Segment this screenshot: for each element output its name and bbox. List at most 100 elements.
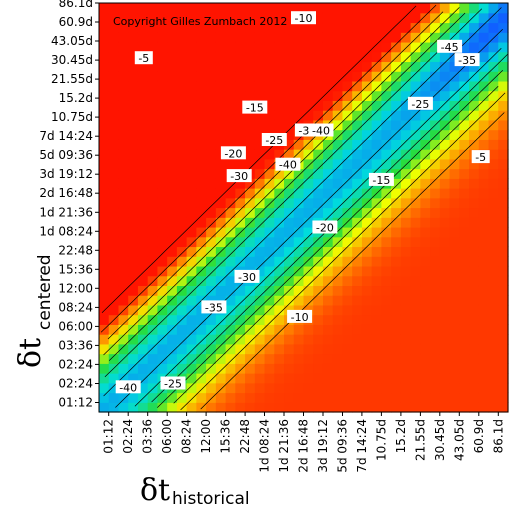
heatmap-cell [108,392,120,403]
heatmap-cell [186,90,197,101]
heatmap-cell [284,110,295,121]
heatmap-cell [342,100,353,111]
heatmap-cell [430,51,441,63]
heatmap-cell [391,119,402,131]
heatmap-cell [284,139,295,150]
heatmap-cell [157,12,168,24]
heatmap-cell [274,275,285,287]
heatmap-cell [176,334,188,345]
heatmap-cell [157,246,168,257]
heatmap-cell [313,188,324,199]
heatmap-cell [352,51,363,63]
heatmap-cell [449,149,460,160]
heatmap-cell [381,343,392,355]
x-tick-label: 08:24 [180,419,194,454]
heatmap-cell [313,343,324,355]
heatmap-cell [400,80,412,92]
heatmap-cell [400,304,412,316]
heatmap-cell [254,41,266,53]
heatmap-cell [196,80,207,92]
heatmap-cell [332,188,344,199]
heatmap-cell [176,295,188,306]
heatmap-cell [498,158,509,170]
heatmap-cell [488,188,499,199]
heatmap-cell [449,392,460,403]
heatmap-cell [225,265,236,277]
heatmap-cell [420,12,431,24]
heatmap-cell [157,334,168,345]
heatmap-cell [235,32,246,43]
heatmap-cell [225,12,236,24]
heatmap-cell [99,100,110,111]
heatmap-cell [186,32,197,43]
heatmap-cell [469,158,480,170]
heatmap-cell [128,61,139,72]
heatmap-cell [99,226,110,238]
contour-label-text: -25 [265,134,283,147]
heatmap-cell [99,41,110,53]
heatmap-cell [391,343,402,355]
heatmap-cell [206,353,217,364]
heatmap-cell [400,51,412,63]
heatmap-cell [99,207,110,218]
heatmap-cell [118,100,129,111]
heatmap-cell [108,12,120,24]
heatmap-cell [186,363,197,374]
heatmap-cell [225,32,236,43]
heatmap-cell [235,207,246,218]
heatmap-cell [157,275,168,287]
heatmap-cell [225,324,236,335]
heatmap-cell [118,139,129,150]
heatmap-cell [264,363,275,374]
heatmap-cell [206,343,217,355]
heatmap-cell [303,226,314,238]
heatmap-cell [215,90,227,101]
heatmap-cell [254,129,266,140]
heatmap-cell [420,285,431,296]
contour-label: -25 [160,376,186,391]
heatmap-cell [215,110,227,121]
heatmap-cell [157,129,168,140]
heatmap-cell [410,3,421,14]
heatmap-cell [488,41,499,53]
heatmap-cell [99,265,110,277]
heatmap-cell [196,51,207,63]
heatmap-cell [430,334,441,345]
heatmap-cell [99,197,110,209]
heatmap-cell [108,402,120,413]
heatmap-cell [488,80,499,92]
heatmap-cell [196,353,207,364]
heatmap-cell [167,178,178,189]
heatmap-cell [313,275,324,287]
heatmap-cell [322,265,334,277]
heatmap-cell [147,80,159,92]
heatmap-cell [332,275,344,287]
heatmap-cell [274,246,285,257]
heatmap-cell [167,304,178,316]
heatmap-cell [245,61,256,72]
heatmap-cell [498,382,509,394]
y-axis-subscript: centered [35,254,55,330]
heatmap-cell [410,256,421,267]
heatmap-cell [99,139,110,150]
x-tick-label: 86.1d [491,419,505,453]
heatmap-cell [225,285,236,296]
heatmap-cell [108,256,120,267]
contour-label-text: -40 [119,381,137,394]
heatmap-cell [322,236,334,248]
heatmap-cell [322,343,334,355]
heatmap-cell [361,304,373,316]
heatmap-cell [245,119,256,131]
heatmap-cell [147,295,159,306]
heatmap-cell [206,41,217,53]
heatmap-cell [245,226,256,238]
heatmap-cell [118,207,129,218]
heatmap-cell [186,314,197,325]
heatmap-cell [215,32,227,43]
heatmap-cell [371,149,383,160]
heatmap-cell [284,90,295,101]
heatmap-cell [332,80,344,92]
heatmap-cell [215,334,227,345]
heatmap-cell [254,236,266,248]
heatmap-cell [430,392,441,403]
